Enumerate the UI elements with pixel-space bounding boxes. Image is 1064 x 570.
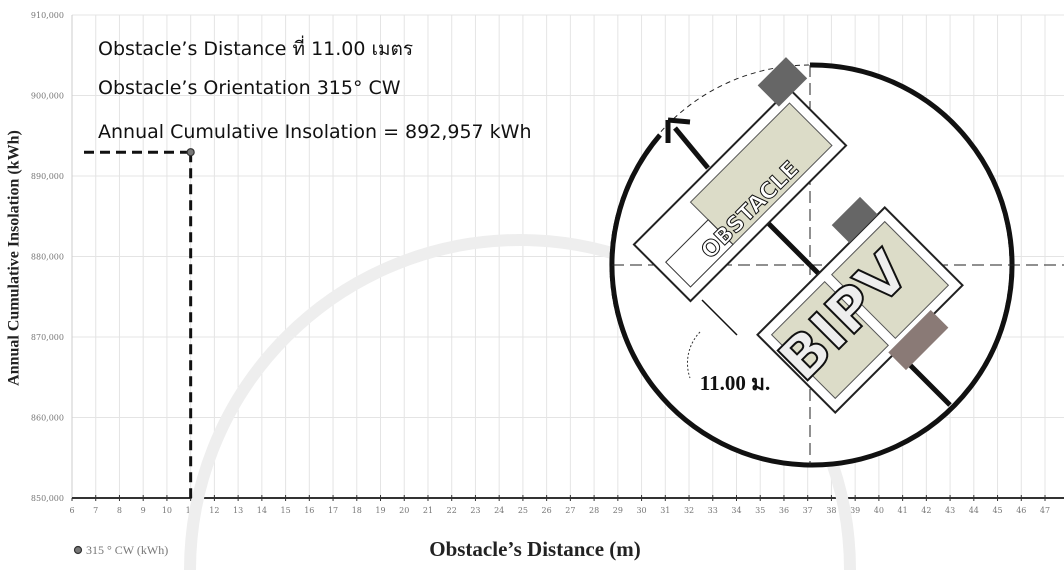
x-axis-label: Obstacle’s Distance (m)	[429, 537, 641, 561]
x-tick-label: 45	[992, 506, 1002, 515]
point	[186, 148, 195, 157]
y-axis-label: Annual Cumulative Insolation (kWh)	[6, 130, 23, 386]
x-tick-label: 42	[921, 506, 931, 515]
x-tick-label: 9	[141, 506, 146, 515]
x-tick-label: 30	[636, 506, 646, 515]
x-tick-label: 25	[518, 506, 528, 515]
x-tick-label: 23	[470, 506, 480, 515]
y-tick-label: 850,000	[31, 494, 64, 503]
x-tick-label: 31	[660, 506, 670, 515]
x-tick-label: 43	[945, 506, 955, 515]
x-tick-label: 39	[850, 506, 860, 515]
x-tick-label: 8	[117, 506, 122, 515]
y-tick-label: 890,000	[31, 172, 64, 181]
arrow-head	[665, 117, 691, 143]
y-tick-label: 860,000	[31, 414, 64, 423]
x-tick-label: 10	[162, 506, 172, 515]
x-tick-label: 19	[375, 506, 385, 515]
x-tick-label: 32	[684, 506, 694, 515]
annotation: Obstacle’s Orientation 315° CW	[98, 77, 401, 99]
x-tick-label: 26	[542, 506, 552, 515]
x-tick-label: 27	[565, 506, 575, 515]
x-tick-label: 12	[209, 506, 219, 515]
x-tick-label: 6	[69, 506, 74, 515]
y-tick-label: 870,000	[31, 333, 64, 342]
x-tick-label: 35	[755, 506, 765, 515]
y-tick-label: 900,000	[31, 92, 64, 101]
x-tick-label: 17	[328, 506, 338, 515]
x-tick-label: 33	[708, 506, 718, 515]
y-tick-label: 880,000	[31, 253, 64, 262]
dimension-arc	[686, 331, 701, 379]
x-tick-label: 37	[803, 506, 813, 515]
x-tick-label: 14	[257, 506, 267, 515]
x-tick-label: 22	[447, 506, 457, 515]
x-tick-label: 24	[494, 506, 504, 515]
diagram: OBSTACLE BIPV 11.00 ม.	[609, 57, 1064, 468]
dimension-line	[701, 299, 738, 336]
x-tick-label: 34	[731, 506, 741, 515]
x-tick-label: 38	[826, 506, 836, 515]
orientation-arc	[609, 62, 1015, 468]
bipv-building	[756, 196, 964, 414]
marks	[84, 148, 195, 498]
legend-label: 315 ° CW (kWh)	[86, 543, 168, 557]
arrow-shaft	[673, 126, 710, 170]
annotation: Obstacle’s Distance ที่ 11.00 เมตร	[98, 35, 413, 60]
x-tick-label: 40	[874, 506, 884, 515]
x-tick-label: 21	[423, 506, 433, 515]
obstacle	[632, 57, 848, 303]
x-tick-label: 46	[1016, 506, 1026, 515]
x-tick-label: 15	[280, 506, 290, 515]
annotation: Annual Cumulative Insolation = 892,957 k…	[98, 121, 532, 143]
x-tick-label: 16	[304, 506, 314, 515]
legend-marker	[73, 545, 83, 555]
x-tick-label: 47	[1040, 506, 1050, 515]
x-tick-label: 28	[589, 506, 599, 515]
y-tick-label: 910,000	[31, 11, 64, 20]
x-tick-label: 36	[779, 506, 789, 515]
x-tick-label: 18	[352, 506, 362, 515]
distance-label: 11.00 ม.	[700, 371, 770, 395]
x-tick-label: 20	[399, 506, 409, 515]
x-tick-label: 41	[898, 506, 908, 515]
x-tick-label: 13	[233, 506, 243, 515]
x-tick-label: 44	[969, 506, 979, 515]
x-tick-label: 29	[613, 506, 623, 515]
x-tick-label: 7	[93, 506, 98, 515]
